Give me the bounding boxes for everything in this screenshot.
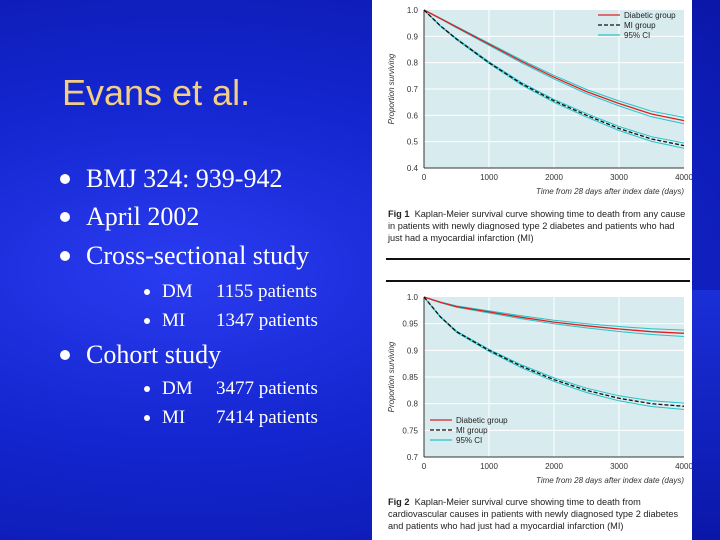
- sub-bullet-value: 1155 patients: [216, 281, 318, 302]
- mi-group-line: [423, 296, 685, 407]
- slide-accent-bar: [690, 290, 720, 540]
- y-tick-label: 0.7: [407, 453, 419, 462]
- y-tick-label: 0.4: [407, 164, 419, 173]
- sub-bullet-dot-icon: [144, 415, 150, 421]
- sub-bullet-dot-icon: [144, 289, 150, 295]
- sub-bullet-value: 3477 patients: [216, 378, 318, 399]
- bullet-text: BMJ 324: 939-942: [86, 164, 283, 193]
- x-tick-label: 4000: [675, 173, 692, 182]
- sub-bullet-item: DM 3477 patients: [144, 378, 318, 400]
- sub-bullet-label: MI: [162, 310, 186, 331]
- y-tick-label: 0.8: [407, 400, 419, 409]
- bullet-text: Cross-sectional study: [86, 241, 310, 270]
- figure-1-caption-text: Kaplan-Meier survival curve showing time…: [388, 209, 686, 243]
- figure-divider-top: [386, 258, 690, 260]
- y-tick-label: 0.75: [402, 426, 418, 435]
- x-tick-label: 0: [422, 462, 427, 471]
- sub-bullet-item: DM 1155 patients: [144, 281, 317, 303]
- x-tick-label: 0: [422, 173, 427, 182]
- x-tick-label: 4000: [675, 462, 692, 471]
- y-tick-label: 0.95: [402, 320, 418, 329]
- bullet-dot-icon: [60, 350, 70, 360]
- sub-bullet-label: DM: [162, 281, 193, 302]
- y-tick-label: 1.0: [407, 293, 419, 302]
- figure-1-caption: Fig 1 Kaplan-Meier survival curve showin…: [388, 208, 688, 244]
- figure-panel: 1.0 0.9 0.8 0.7 0.6 0.5 0.4 0 1000 2000 3000 4000 Pr…: [372, 0, 692, 540]
- x-tick-label: 3000: [610, 173, 628, 182]
- legend-label: 95% CI: [456, 436, 482, 445]
- figure-1-caption-label: Fig 1: [388, 209, 410, 219]
- figure-2-caption-text: Kaplan-Meier survival curve showing time…: [388, 497, 679, 531]
- figure-2-caption-label: Fig 2: [388, 497, 410, 507]
- x-axis-label: Time from 28 days after index date (days…: [536, 187, 684, 196]
- bullet-item: Cross-sectional study: [60, 241, 309, 271]
- bullet-text: Cohort study: [86, 340, 222, 369]
- sub-bullet-item: MI 7414 patients: [144, 407, 318, 429]
- legend-label: MI group: [456, 426, 488, 435]
- y-tick-label: 0.9: [407, 32, 419, 41]
- y-tick-label: 0.9: [407, 346, 419, 355]
- bullet-item: April 2002: [60, 202, 199, 232]
- sub-bullet-label: MI: [162, 407, 186, 428]
- y-tick-label: 1.0: [407, 6, 419, 15]
- legend-label: MI group: [624, 21, 656, 30]
- figure-divider-bottom: [386, 280, 690, 282]
- figure-2-caption: Fig 2 Kaplan-Meier survival curve showin…: [388, 496, 688, 532]
- y-axis-label: Proportion surviving: [387, 53, 396, 124]
- y-axis-label: Proportion surviving: [387, 341, 396, 412]
- chart-1: [423, 9, 685, 169]
- bullet-item: Cohort study: [60, 340, 221, 370]
- bullet-item: BMJ 324: 939-942: [60, 164, 282, 194]
- x-tick-label: 1000: [480, 462, 498, 471]
- sub-bullet-value: 7414 patients: [216, 407, 318, 428]
- y-tick-label: 0.6: [407, 111, 419, 120]
- x-tick-label: 3000: [610, 462, 628, 471]
- diabetic-group-line: [423, 296, 685, 334]
- slide-title: Evans et al.: [62, 72, 251, 113]
- diabetic-group-line: [423, 9, 685, 122]
- legend-label: Diabetic group: [624, 11, 676, 20]
- bullet-text: April 2002: [86, 202, 200, 231]
- chart-2: [423, 296, 685, 458]
- legend-label: 95% CI: [624, 31, 650, 40]
- figure-svg: 1.00.90.80.70.60.50.40 1000 2000 3000 4000Pr…: [387, 6, 692, 485]
- y-tick-label: 0.8: [407, 59, 419, 68]
- bullet-dot-icon: [60, 251, 70, 261]
- mi-group-line: [423, 9, 685, 147]
- x-tick-label: 2000: [545, 462, 563, 471]
- x-tick-label: 1000: [480, 173, 498, 182]
- sub-bullet-dot-icon: [144, 386, 150, 392]
- sub-bullet-label: DM: [162, 378, 193, 399]
- bullet-dot-icon: [60, 212, 70, 222]
- y-tick-label: 0.85: [402, 373, 418, 382]
- sub-bullet-item: MI 1347 patients: [144, 310, 318, 332]
- sub-bullet-dot-icon: [144, 318, 150, 324]
- sub-bullet-value: 1347 patients: [216, 310, 318, 331]
- x-axis-label: Time from 28 days after index date (days…: [536, 476, 684, 485]
- bullet-dot-icon: [60, 174, 70, 184]
- y-tick-label: 0.7: [407, 85, 419, 94]
- y-tick-label: 0.5: [407, 138, 419, 147]
- x-tick-label: 2000: [545, 173, 563, 182]
- legend-label: Diabetic group: [456, 416, 508, 425]
